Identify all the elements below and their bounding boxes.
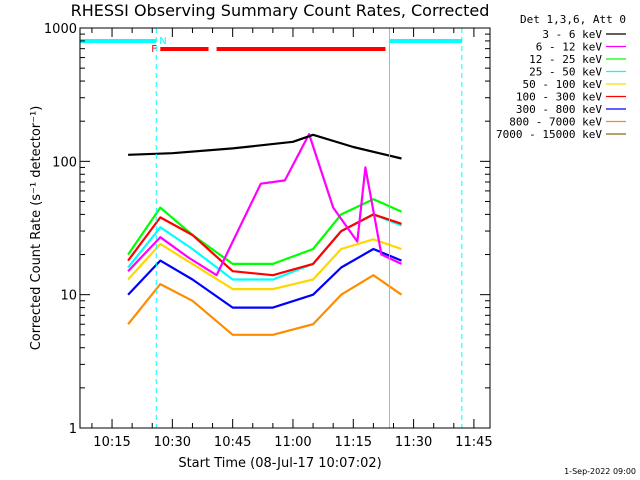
chart-title: RHESSI Observing Summary Count Rates, Co… <box>71 1 490 20</box>
axes: 10:15 10:30 10:45 11:00 11:15 11:30 11:45 1 10 10… <box>44 22 493 450</box>
series-line-8 <box>127 274 403 336</box>
series-line-5 <box>127 238 402 291</box>
plot-frame <box>79 27 491 429</box>
x-tick-label-6: 11:30 <box>395 435 432 450</box>
x-tick-label-2: 10:30 <box>154 435 191 450</box>
x-axis-label: Start Time (08-Jul-17 10:07:02) <box>178 456 381 471</box>
x-tick-label-3: 10:45 <box>214 435 251 450</box>
legend-label-9: 7000 - 15000 keV <box>496 128 602 141</box>
x-tick-label-7: 11:45 <box>455 435 492 450</box>
series-line-6 <box>127 213 402 277</box>
legend-label-7: 300 - 800 keV <box>516 103 602 116</box>
legend-label-5: 50 - 100 keV <box>523 78 603 91</box>
y-axis-label: Corrected Count Rate (s⁻¹ detector⁻¹) <box>29 106 44 351</box>
series-line-2 <box>127 133 402 277</box>
flag-N-label: N <box>159 36 166 47</box>
legend-label-1: 3 - 6 keV <box>542 28 602 41</box>
plot-area: FN <box>79 28 463 428</box>
y-tick-label-1: 1 <box>69 422 77 437</box>
legend-label-4: 25 - 50 keV <box>529 66 602 79</box>
series-line-1 <box>128 133 402 160</box>
y-tick-label-3: 100 <box>52 155 77 170</box>
x-tick-label-5: 11:15 <box>335 435 372 450</box>
y-tick-label-4: 1000 <box>44 22 77 37</box>
series-line-3 <box>127 198 402 265</box>
x-tick-label-4: 11:00 <box>274 435 311 450</box>
legend-label-6: 100 - 300 keV <box>516 91 602 104</box>
x-tick-label-1: 10:15 <box>93 435 130 450</box>
series-line-7 <box>127 247 402 309</box>
legend-label-8: 800 - 7000 keV <box>509 116 602 129</box>
legend-label-3: 12 - 25 keV <box>529 53 602 66</box>
y-tick-label-2: 10 <box>60 289 77 304</box>
series-line-4 <box>127 213 402 281</box>
legend-title: Det 1,3,6, Att 0 <box>520 13 626 26</box>
flag-F-label: F <box>151 44 157 55</box>
legend-label-2: 6 - 12 keV <box>536 41 603 54</box>
timestamp-label: 1-Sep-2022 09:00 <box>564 467 636 476</box>
